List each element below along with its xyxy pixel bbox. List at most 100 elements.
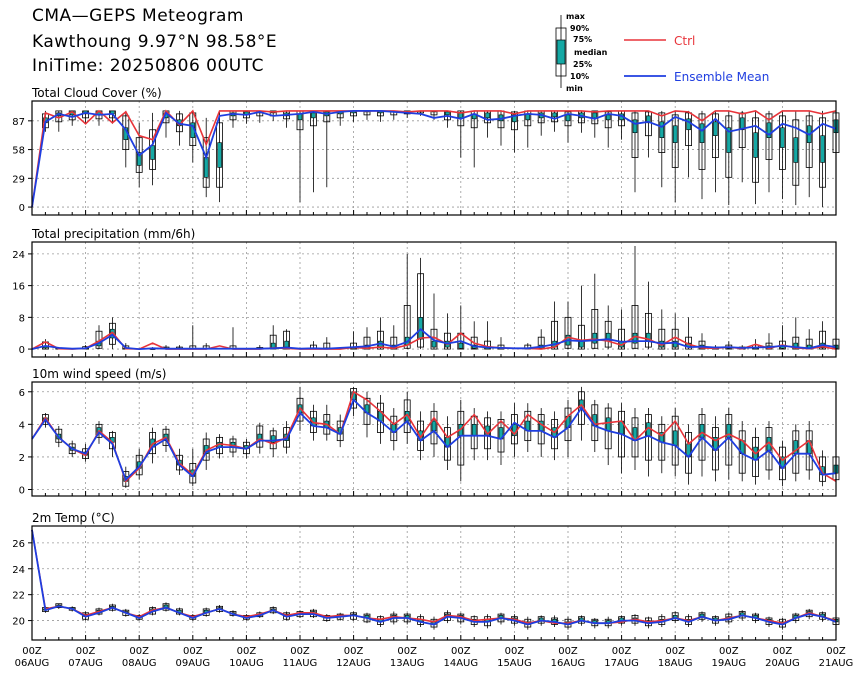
- ensemble-box: [551, 301, 558, 350]
- box-outer: [430, 410, 438, 445]
- box-outer: [671, 612, 679, 621]
- box-outer: [390, 415, 398, 442]
- y-tick-label: 26: [12, 539, 25, 550]
- box-outer: [256, 425, 264, 448]
- ensemble-box: [497, 110, 505, 146]
- y-tick-label: 2: [19, 453, 25, 464]
- ensemble-box: [591, 110, 599, 138]
- x-tick-label-date: 18AUG: [658, 658, 693, 669]
- x-tick-label-date: 13AUG: [390, 658, 425, 669]
- y-tick-label: 0: [19, 345, 25, 356]
- ensemble-box: [551, 110, 558, 132]
- ensemble-box: [323, 110, 331, 188]
- panel-1: Total precipitation (mm/6h) 0 8 16 24: [12, 227, 840, 358]
- box-inner: [284, 340, 289, 348]
- box-outer: [55, 428, 63, 443]
- box-outer: [470, 415, 478, 450]
- ensemble-box: [457, 399, 465, 482]
- ensemble-box: [149, 112, 157, 186]
- ensemble-box: [363, 110, 371, 120]
- ensemble-box: [350, 110, 358, 122]
- ensemble-box: [765, 110, 773, 193]
- box-inner: [458, 342, 464, 349]
- box-inner: [739, 117, 745, 131]
- init-time-label: IniTime: 20250806 00UTC: [32, 56, 265, 76]
- ensemble-mean-line: [31, 110, 837, 208]
- ensemble-box: [805, 329, 813, 350]
- ensemble-box: [578, 285, 585, 350]
- ensemble-box: [792, 110, 800, 206]
- ensemble-mean-line: [31, 327, 837, 351]
- x-tick-label-time: 00Z: [773, 646, 793, 657]
- box-outer: [551, 320, 558, 350]
- ensemble-box: [443, 416, 451, 470]
- box-inner: [150, 145, 155, 160]
- panel-title: Total precipitation (mm/6h): [31, 227, 195, 241]
- box-outer: [698, 414, 706, 461]
- x-tick-label-date: 06AUG: [15, 658, 50, 669]
- ensemble-mean-line: [31, 529, 837, 626]
- box-outer: [216, 122, 224, 188]
- box-inner: [592, 112, 598, 119]
- x-tick-label-date: 09AUG: [175, 658, 210, 669]
- panel-frame: [31, 525, 837, 641]
- y-tick-label: 16: [12, 282, 25, 293]
- box-inner: [605, 114, 611, 121]
- ctrl-line: [31, 390, 837, 483]
- y-tick-label: 87: [12, 117, 25, 128]
- ensemble-box: [712, 110, 719, 193]
- box-outer: [162, 603, 170, 611]
- page-title: CMA—GEPS Meteogram: [32, 6, 244, 26]
- ensemble-box: [805, 421, 813, 480]
- ensemble-box: [323, 404, 331, 441]
- legend-ctrl-label: Ctrl: [674, 34, 695, 48]
- ensemble-box: [484, 110, 492, 138]
- box-outer: [109, 604, 116, 611]
- ensemble-box: [779, 440, 786, 487]
- box-inner: [203, 157, 209, 178]
- ensemble-box: [645, 408, 652, 477]
- box-outer: [336, 420, 344, 442]
- ensemble-box: [738, 110, 746, 183]
- ensemble-box: [698, 110, 706, 200]
- panel-frame: [31, 381, 837, 497]
- ensemble-box: [725, 110, 733, 206]
- box-outer: [578, 324, 585, 350]
- ensemble-box: [779, 110, 786, 200]
- x-tick-label-time: 00Z: [505, 646, 525, 657]
- ensemble-box: [725, 408, 733, 480]
- ensemble-box: [618, 403, 625, 474]
- box-outer: [403, 305, 411, 349]
- legend-box-label: 75%: [573, 35, 592, 44]
- box-inner: [579, 340, 584, 348]
- box-outer: [645, 312, 652, 348]
- box-outer: [162, 428, 170, 446]
- panel-2: 10m wind speed (m/s) 0 2 4 6: [19, 367, 840, 497]
- box-inner: [672, 125, 678, 143]
- box-inner: [311, 112, 316, 119]
- y-tick-label: 24: [12, 565, 25, 576]
- ensemble-box: [135, 448, 143, 480]
- box-inner: [552, 112, 557, 118]
- box-outer: [296, 397, 304, 422]
- box-inner: [699, 123, 705, 143]
- box-outer: [819, 117, 826, 188]
- x-tick-label-date: 20AUG: [765, 658, 800, 669]
- x-tick-label-time: 00Z: [183, 646, 203, 657]
- box-inner: [713, 121, 718, 136]
- x-tick-label-date: 16AUG: [551, 658, 586, 669]
- ensemble-box: [95, 325, 103, 350]
- x-tick-label-time: 00Z: [237, 646, 257, 657]
- box-inner: [605, 417, 611, 432]
- legend-box-label: 25%: [573, 60, 592, 69]
- box-outer: [805, 115, 813, 168]
- box-outer: [631, 112, 639, 158]
- box-outer: [765, 113, 773, 160]
- box-outer: [363, 397, 371, 425]
- box-outer: [55, 603, 63, 609]
- ensemble-box: [564, 110, 572, 143]
- ensemble-box: [671, 110, 679, 203]
- y-tick-label: 22: [12, 591, 25, 602]
- ensemble-box: [403, 253, 411, 350]
- box-inner: [485, 112, 490, 119]
